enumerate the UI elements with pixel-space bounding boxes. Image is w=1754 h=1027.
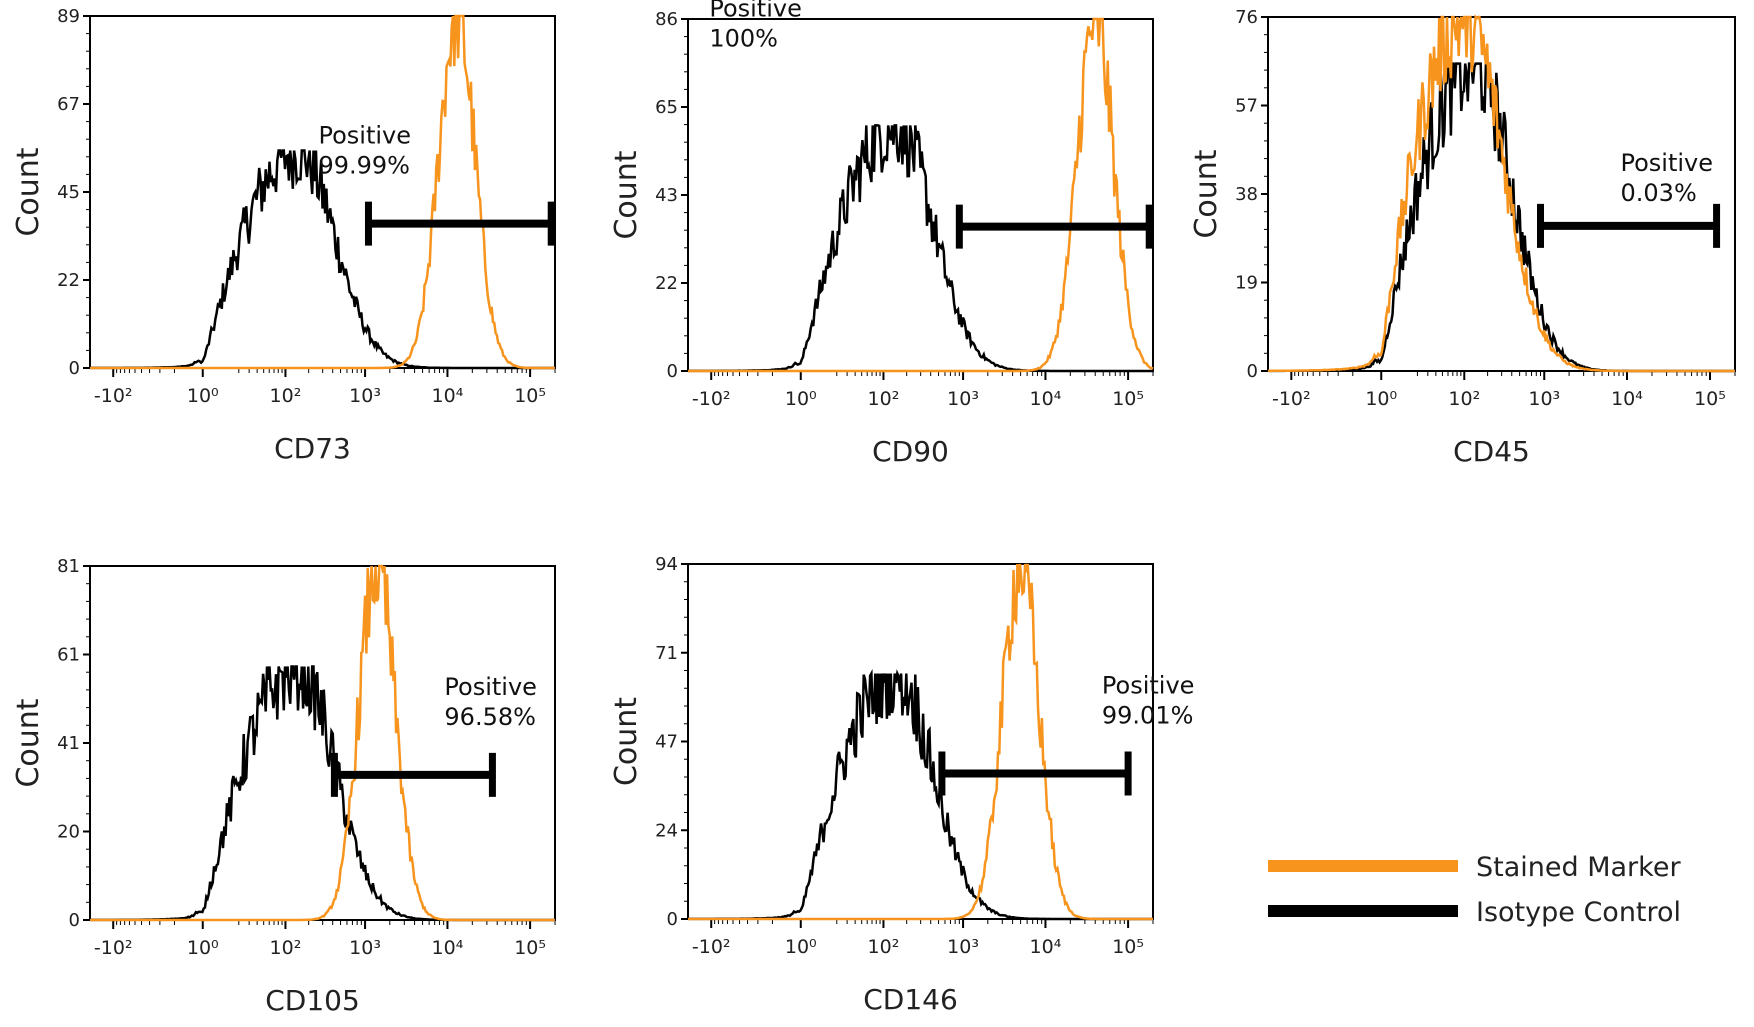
x-tick-label: -10² xyxy=(94,385,133,407)
legend: Stained Marker Isotype Control xyxy=(1268,852,1681,928)
y-tick-label: 19 xyxy=(1235,273,1258,294)
gate-percentage: 99.99% xyxy=(318,152,410,180)
legend-label: Stained Marker xyxy=(1476,852,1681,883)
x-tick-label: 10⁴ xyxy=(1030,936,1062,958)
y-tick-label: 41 xyxy=(57,733,80,754)
y-tick-label: 47 xyxy=(655,732,678,753)
x-tick-label: 10² xyxy=(270,937,302,959)
y-tick-label: 76 xyxy=(1235,7,1258,28)
y-tick-label: 43 xyxy=(655,185,678,206)
x-tick-label: 10⁰ xyxy=(1365,388,1397,410)
x-tick-label: -10² xyxy=(692,388,731,410)
y-tick-label: 71 xyxy=(655,643,678,664)
x-tick-label: 10⁵ xyxy=(1112,388,1144,410)
gate-label: Positive xyxy=(709,0,802,23)
gate-label: Positive xyxy=(318,122,411,150)
y-tick-label: 86 xyxy=(655,9,678,30)
x-tick-label: 10² xyxy=(868,936,900,958)
x-tick-label: -10² xyxy=(1272,388,1311,410)
x-tick-label: 10⁴ xyxy=(1611,388,1643,410)
y-tick-label: 61 xyxy=(57,645,80,666)
y-axis-label: Count xyxy=(11,147,46,236)
histogram-panel-cd105: 0 20 41 61 81 Count -10² 10⁰ 10² 10³ 10⁴ 10⁵ CD105 Po… xyxy=(11,556,556,1017)
panel-title: CD45 xyxy=(1453,435,1530,468)
x-tick-label: 10⁰ xyxy=(785,388,817,410)
y-tick-label: 94 xyxy=(655,554,678,575)
gate-label: Positive xyxy=(1621,149,1714,177)
x-tick-label: 10⁰ xyxy=(187,937,219,959)
x-tick-label: 10⁵ xyxy=(514,937,546,959)
panel-title: CD146 xyxy=(863,983,958,1016)
x-tick-label: 10² xyxy=(270,385,302,407)
x-tick-label: 10⁵ xyxy=(1694,388,1726,410)
y-axis-label: Count xyxy=(11,698,46,787)
plot-frame xyxy=(89,565,556,921)
y-tick-label: 22 xyxy=(655,273,678,294)
x-tick-label: 10³ xyxy=(1528,388,1560,410)
y-tick-label: 38 xyxy=(1235,184,1258,205)
stained-marker-histogram xyxy=(688,563,1153,921)
y-axis-label: Count xyxy=(609,697,644,786)
panel-title: CD73 xyxy=(274,432,351,465)
y-tick-label: 0 xyxy=(69,910,80,931)
gate-percentage: 99.01% xyxy=(1102,701,1194,729)
histogram-panel-cd146: 0 24 47 71 94 Count -10² 10⁰ 10² 10³ 10⁴ 10⁵ CD146 Po… xyxy=(609,554,1194,1016)
plot-frame xyxy=(687,18,1154,372)
legend-label: Isotype Control xyxy=(1476,897,1681,928)
y-tick-label: 67 xyxy=(57,94,80,115)
stained-marker-histogram xyxy=(90,14,555,370)
x-tick-label: 10² xyxy=(1448,388,1480,410)
x-tick-label: 10⁵ xyxy=(514,385,546,407)
x-tick-label: 10⁵ xyxy=(1112,936,1144,958)
y-tick-label: 24 xyxy=(655,820,678,841)
y-tick-label: 22 xyxy=(57,270,80,291)
x-tick-label: 10³ xyxy=(947,936,979,958)
panel-title: CD105 xyxy=(265,984,360,1017)
histogram-panel-cd45: 0 19 38 57 76 Count -10² 10⁰ 10² 10³ 10⁴ 10⁵ CD45 Pos… xyxy=(1189,7,1736,468)
stained-marker-histogram xyxy=(1268,14,1735,373)
y-tick-label: 65 xyxy=(655,97,678,118)
histogram-panel-cd90: 0 22 43 65 86 Count -10² 10⁰ 10² 10³ 10⁴ 10⁵ CD90 Pos… xyxy=(609,0,1154,468)
x-tick-label: 10⁴ xyxy=(1030,388,1062,410)
x-tick-label: 10⁴ xyxy=(432,385,464,407)
y-tick-label: 0 xyxy=(1247,361,1258,382)
x-tick-label: -10² xyxy=(692,936,731,958)
stained-marker-histogram xyxy=(688,17,1154,373)
y-tick-label: 20 xyxy=(57,822,80,843)
x-tick-label: 10³ xyxy=(349,385,381,407)
x-tick-label: 10³ xyxy=(349,937,381,959)
y-axis-label: Count xyxy=(1189,149,1224,238)
stained-marker-histogram xyxy=(90,564,555,922)
panel-title: CD90 xyxy=(872,435,949,468)
gate-percentage: 100% xyxy=(709,25,778,53)
y-axis-label: Count xyxy=(609,150,644,239)
y-tick-label: 0 xyxy=(667,909,678,930)
y-tick-label: 81 xyxy=(57,556,80,577)
gate-label: Positive xyxy=(1102,671,1195,699)
gate-label: Positive xyxy=(444,673,537,701)
gate-percentage: 0.03% xyxy=(1621,179,1697,207)
x-tick-label: 10² xyxy=(868,388,900,410)
y-tick-label: 0 xyxy=(667,361,678,382)
x-tick-label: 10³ xyxy=(947,388,979,410)
y-tick-label: 89 xyxy=(57,6,80,27)
plot-frame xyxy=(1267,16,1736,372)
y-tick-label: 45 xyxy=(57,182,80,203)
gate-percentage: 96.58% xyxy=(444,703,536,731)
y-tick-label: 0 xyxy=(69,358,80,379)
x-tick-label: 10⁰ xyxy=(187,385,219,407)
histogram-panel-cd73: 0 22 45 67 89 Count -10² 10⁰ 10² 10³ 10⁴ 10⁵ CD73 Pos… xyxy=(11,6,556,465)
x-tick-label: 10⁰ xyxy=(785,936,817,958)
y-tick-label: 57 xyxy=(1235,96,1258,117)
x-tick-label: -10² xyxy=(94,937,133,959)
x-tick-label: 10⁴ xyxy=(432,937,464,959)
